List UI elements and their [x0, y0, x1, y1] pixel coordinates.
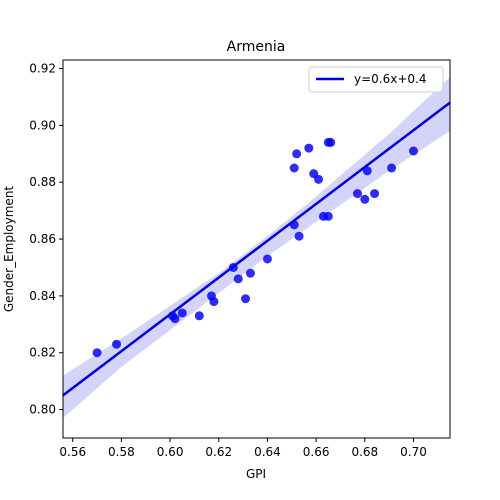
y-tick-label-4: 0.88	[29, 175, 56, 189]
plot-area-frame	[62, 59, 451, 439]
x-tick-label-6: 0.68	[351, 445, 378, 459]
data-point-11	[245, 268, 255, 278]
data-point-0	[92, 348, 102, 358]
y-tick-label-5: 0.90	[29, 118, 56, 132]
data-point-7	[209, 297, 219, 307]
data-point-17	[304, 143, 314, 153]
data-point-28	[387, 163, 397, 173]
data-point-26	[362, 166, 372, 176]
y-tick-label-3: 0.86	[29, 232, 56, 246]
data-point-19	[314, 174, 324, 184]
data-point-1	[112, 339, 122, 349]
data-point-16	[294, 231, 304, 241]
data-point-4	[177, 308, 187, 318]
data-point-21	[323, 211, 333, 221]
data-point-9	[233, 274, 243, 284]
data-point-15	[292, 149, 302, 159]
y-tick-label-0: 0.80	[29, 403, 56, 417]
data-point-8	[228, 262, 238, 272]
x-axis-label: GPI	[246, 467, 266, 481]
data-point-3	[170, 314, 180, 324]
x-tick-label-3: 0.62	[205, 445, 232, 459]
data-point-29	[408, 146, 418, 156]
y-tick-label-2: 0.84	[29, 289, 56, 303]
x-tick-label-1: 0.58	[108, 445, 135, 459]
x-tick-label-0: 0.56	[59, 445, 86, 459]
regression-line-layer	[62, 101, 451, 397]
legend: y=0.6x+0.4	[308, 66, 444, 93]
x-tick-label-2: 0.60	[157, 445, 184, 459]
data-point-5	[194, 311, 204, 321]
data-point-25	[360, 194, 370, 204]
data-point-14	[289, 163, 299, 173]
data-point-23	[326, 137, 336, 147]
data-point-24	[353, 189, 363, 199]
x-tick-label-4: 0.64	[254, 445, 281, 459]
x-tick-label-5: 0.66	[303, 445, 330, 459]
y-axis-ticks: 0.80 0.82 0.84 0.86 0.88 0.90 0.92	[29, 62, 63, 417]
chart-title: Armenia	[227, 39, 286, 55]
x-axis-ticks: 0.56 0.58 0.60 0.62 0.64 0.66 0.68 0.70	[59, 438, 427, 459]
y-tick-label-1: 0.82	[29, 346, 56, 360]
data-point-10	[241, 294, 251, 304]
y-tick-label-6: 0.92	[29, 62, 56, 76]
legend-box	[308, 66, 444, 93]
data-point-27	[370, 189, 380, 199]
regression-line	[62, 101, 451, 397]
data-points-layer	[92, 137, 418, 358]
data-point-12	[262, 254, 272, 264]
x-tick-label-7: 0.70	[400, 445, 427, 459]
data-point-13	[289, 220, 299, 230]
legend-entry-regression: y=0.6x+0.4	[354, 72, 426, 86]
y-axis-label: Gender_Employment	[2, 186, 16, 313]
